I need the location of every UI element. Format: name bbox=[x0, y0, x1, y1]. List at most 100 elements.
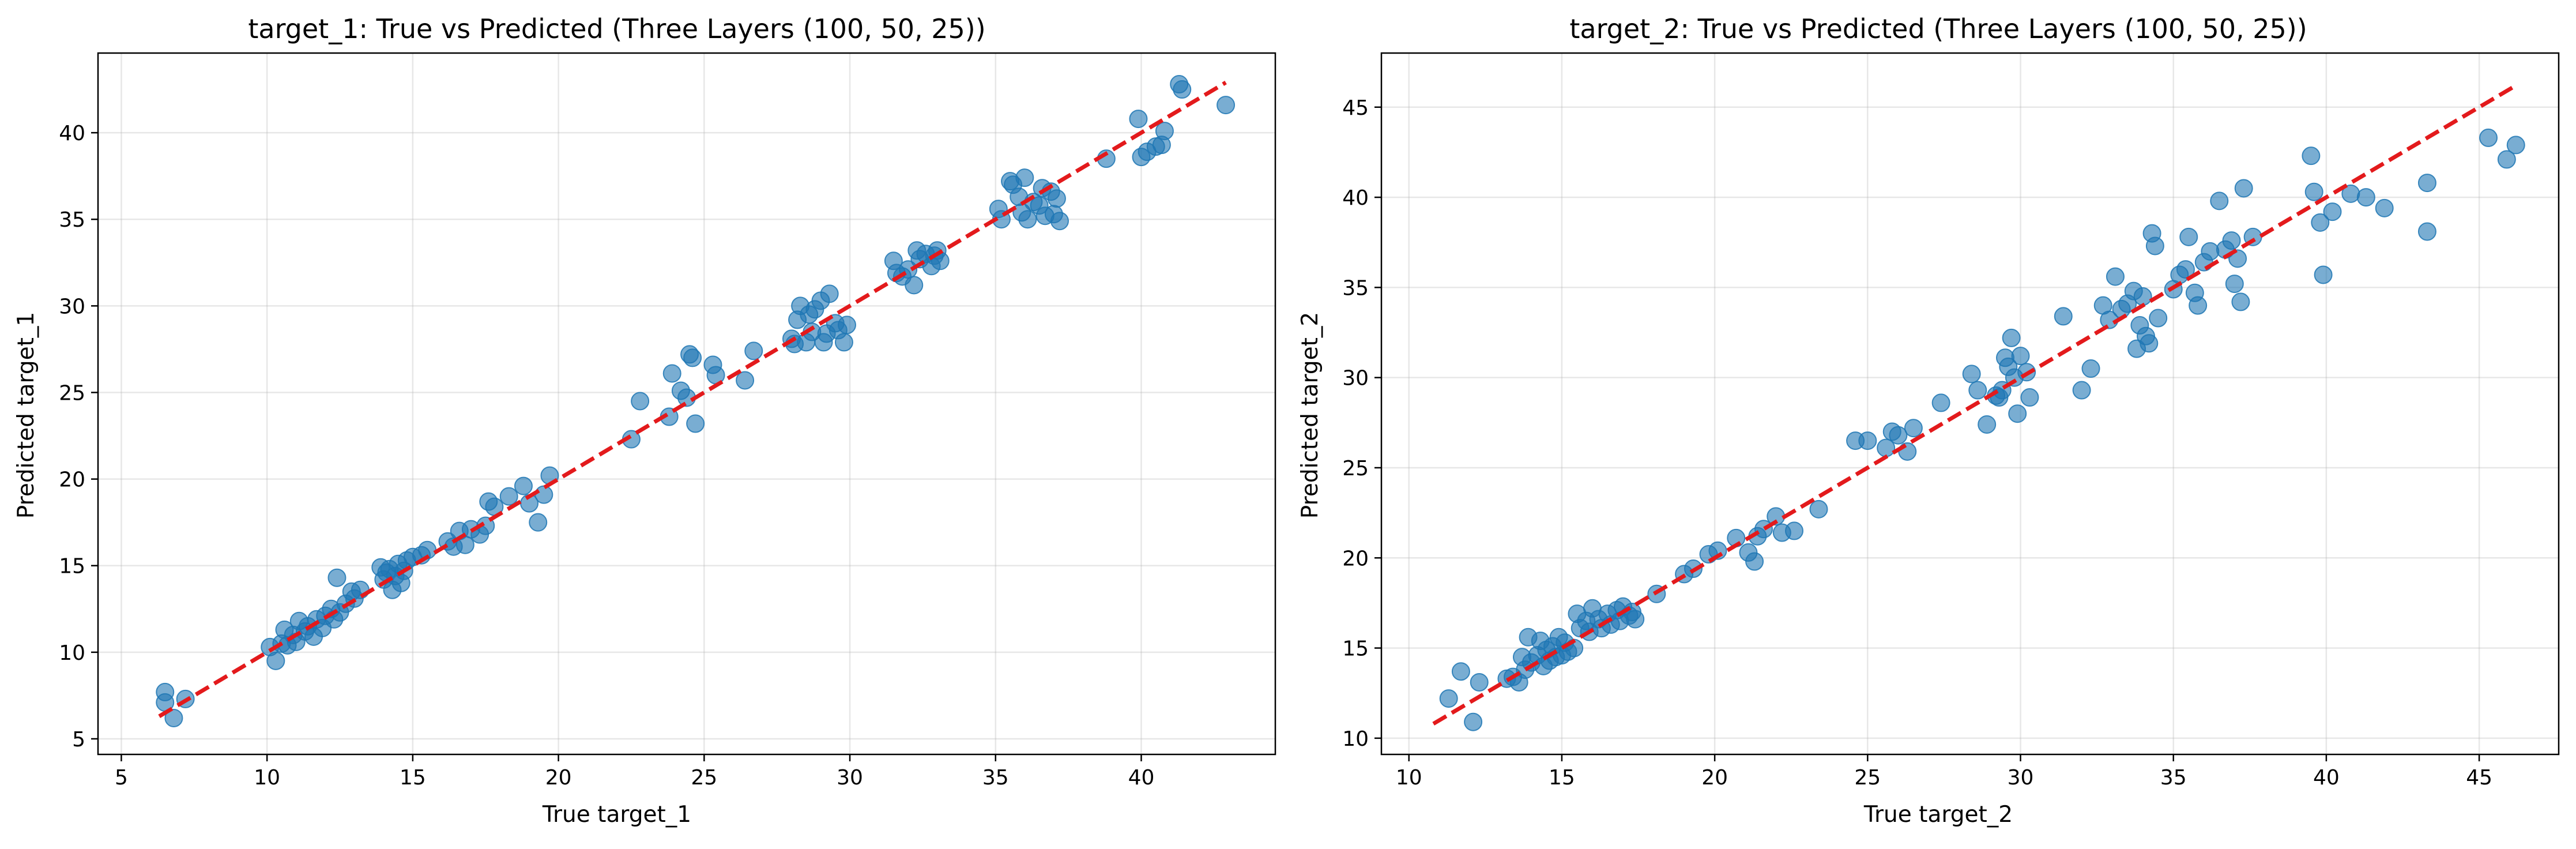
data-point bbox=[1785, 521, 1804, 540]
x-tick-label: 40 bbox=[2313, 766, 2340, 790]
data-point bbox=[1015, 168, 1034, 187]
data-point bbox=[2149, 309, 2168, 328]
data-point bbox=[164, 708, 183, 727]
y-tick-label: 15 bbox=[59, 555, 85, 578]
data-point bbox=[2479, 128, 2498, 147]
x-axis-label: True target_1 bbox=[542, 802, 691, 828]
plot-area: 5 10 15 20 25 30 35 40 5 10 15 20 25 30 35 40 bbox=[59, 52, 1276, 790]
data-point bbox=[1931, 393, 1950, 412]
chart-title: target_2: True vs Predicted (Three Layer… bbox=[1569, 13, 2307, 44]
data-point bbox=[2176, 260, 2195, 279]
data-point bbox=[2081, 359, 2100, 378]
x-tick-label: 30 bbox=[2008, 766, 2034, 790]
data-point bbox=[1898, 442, 1917, 461]
data-point bbox=[736, 371, 755, 390]
x-tick-label: 25 bbox=[1854, 766, 1881, 790]
data-point bbox=[2210, 191, 2229, 211]
data-point bbox=[2356, 188, 2375, 207]
y-tick-label: 20 bbox=[1342, 547, 1369, 570]
data-point bbox=[837, 315, 856, 335]
data-point bbox=[1047, 189, 1066, 208]
data-point bbox=[1439, 689, 1458, 708]
data-point bbox=[2072, 381, 2091, 400]
x-tick-label: 35 bbox=[2160, 766, 2187, 790]
data-point bbox=[1745, 552, 1764, 571]
data-point bbox=[1050, 212, 1069, 231]
data-point bbox=[2008, 404, 2027, 423]
data-point bbox=[1858, 431, 1877, 450]
x-tick-label: 45 bbox=[2466, 766, 2492, 790]
data-point bbox=[2106, 267, 2125, 286]
data-point bbox=[1626, 610, 1645, 629]
x-tick-label: 5 bbox=[115, 766, 128, 790]
data-point bbox=[534, 485, 553, 504]
data-point bbox=[1451, 662, 1470, 681]
data-point bbox=[2314, 265, 2333, 284]
y-tick-label: 45 bbox=[1342, 96, 1369, 120]
y-tick-label: 35 bbox=[59, 208, 85, 232]
data-point bbox=[2011, 347, 2030, 366]
data-point bbox=[529, 513, 548, 532]
data-point bbox=[2020, 388, 2039, 407]
chart-target-1: 5 10 15 20 25 30 35 40 5 10 15 20 25 30 35 40 target_1:… bbox=[13, 13, 1276, 828]
data-point bbox=[683, 348, 702, 367]
data-point bbox=[2189, 296, 2208, 315]
y-tick-label: 40 bbox=[59, 122, 85, 145]
data-point bbox=[1968, 381, 1987, 400]
x-tick-label: 20 bbox=[545, 766, 572, 790]
data-point bbox=[834, 333, 853, 352]
data-point bbox=[2304, 182, 2323, 201]
x-tick-label: 30 bbox=[837, 766, 863, 790]
data-point bbox=[2002, 328, 2021, 347]
x-tick-label: 20 bbox=[1701, 766, 1728, 790]
y-tick-label: 40 bbox=[1342, 186, 1369, 210]
x-tick-label: 35 bbox=[982, 766, 1009, 790]
data-point bbox=[1978, 415, 1997, 434]
chart-target-2: 10 15 20 25 30 35 40 45 10 15 20 25 30 35 40 45 target_… bbox=[1297, 13, 2560, 828]
data-point bbox=[266, 651, 285, 670]
y-tick-label: 25 bbox=[59, 381, 85, 405]
data-point bbox=[2054, 307, 2073, 326]
data-point bbox=[327, 568, 347, 587]
x-tick-label: 15 bbox=[400, 766, 426, 790]
data-point bbox=[2133, 287, 2152, 306]
y-tick-label: 10 bbox=[1342, 727, 1369, 751]
y-tick-label: 35 bbox=[1342, 276, 1369, 300]
y-tick-label: 15 bbox=[1342, 637, 1369, 661]
plot-frame bbox=[97, 52, 1276, 756]
y-tick-label: 20 bbox=[59, 468, 85, 492]
data-point bbox=[1470, 673, 1489, 692]
data-point bbox=[905, 276, 924, 295]
y-tick-label: 10 bbox=[59, 641, 85, 665]
reference-line bbox=[1432, 84, 2517, 726]
data-point bbox=[1018, 210, 1037, 229]
x-tick-label: 10 bbox=[1396, 766, 1422, 790]
data-point bbox=[2302, 146, 2321, 166]
x-tick-label: 10 bbox=[254, 766, 280, 790]
data-point bbox=[499, 487, 518, 506]
data-point bbox=[2140, 334, 2159, 353]
data-point bbox=[2225, 275, 2244, 294]
data-point bbox=[744, 341, 763, 360]
data-point bbox=[2417, 222, 2436, 241]
x-tick-label: 40 bbox=[1128, 766, 1155, 790]
data-point bbox=[514, 476, 533, 495]
y-axis-label: Predicted target_2 bbox=[1297, 312, 1323, 519]
data-point bbox=[2231, 292, 2250, 311]
data-point bbox=[1889, 426, 1908, 445]
data-point bbox=[1155, 122, 1174, 141]
y-tick-label: 25 bbox=[1342, 457, 1369, 480]
data-point bbox=[351, 580, 370, 599]
data-point bbox=[2417, 174, 2436, 193]
data-point bbox=[2311, 213, 2330, 232]
data-point bbox=[2506, 136, 2525, 155]
data-point bbox=[2323, 202, 2342, 221]
data-point bbox=[820, 284, 839, 303]
x-tick-label: 15 bbox=[1549, 766, 1575, 790]
y-tick-label: 30 bbox=[59, 295, 85, 318]
data-point bbox=[2497, 150, 2516, 169]
data-point bbox=[1173, 80, 1192, 99]
data-point bbox=[631, 392, 650, 411]
